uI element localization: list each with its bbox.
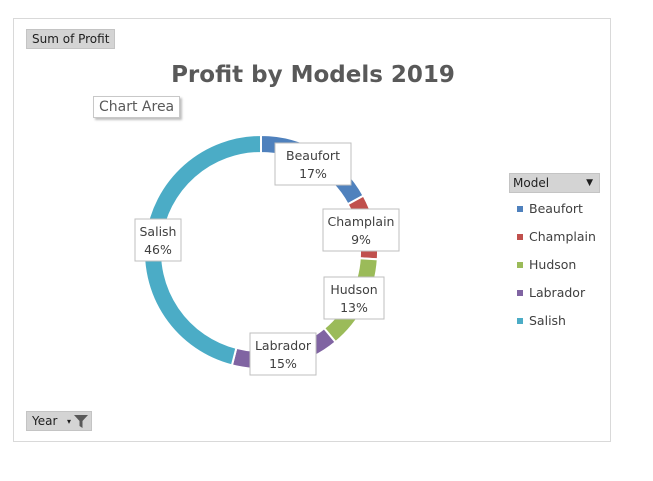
data-label-category: Labrador bbox=[255, 338, 312, 353]
legend-swatch bbox=[517, 261, 523, 268]
data-label-percent: 13% bbox=[340, 300, 368, 315]
legend-swatch bbox=[517, 205, 523, 212]
slice-salish[interactable] bbox=[143, 133, 262, 367]
model-field-label: Model bbox=[513, 176, 550, 190]
filter-funnel-icon[interactable] bbox=[74, 415, 88, 428]
data-label-category: Champlain bbox=[328, 214, 395, 229]
model-field-button[interactable]: Model ▼ bbox=[509, 173, 600, 193]
legend-item-hudson[interactable]: Hudson bbox=[517, 257, 576, 273]
year-field-label: Year bbox=[32, 414, 58, 428]
data-label-labrador[interactable]: Labrador 15% bbox=[249, 332, 317, 376]
legend-label: Champlain bbox=[529, 229, 596, 244]
legend-item-labrador[interactable]: Labrador bbox=[517, 285, 585, 301]
legend-label: Salish bbox=[529, 313, 566, 328]
legend-label: Hudson bbox=[529, 257, 577, 272]
legend-label: Labrador bbox=[529, 285, 586, 300]
year-filter-button[interactable]: Year ▾ bbox=[26, 411, 92, 431]
legend-item-salish[interactable]: Salish bbox=[517, 313, 566, 329]
legend-item-beaufort[interactable]: Beaufort bbox=[517, 201, 583, 217]
legend-item-champlain[interactable]: Champlain bbox=[517, 229, 596, 245]
legend-label: Beaufort bbox=[529, 201, 583, 216]
data-label-champlain[interactable]: Champlain 9% bbox=[322, 208, 400, 252]
data-label-percent: 17% bbox=[299, 166, 327, 181]
data-label-hudson[interactable]: Hudson 13% bbox=[323, 276, 385, 320]
chart-area-tooltip: Chart Area bbox=[93, 96, 181, 118]
sum-of-profit-field-button[interactable]: Sum of Profit bbox=[26, 29, 116, 49]
legend-swatch bbox=[517, 317, 523, 324]
data-label-beaufort[interactable]: Beaufort 17% bbox=[274, 142, 352, 186]
chevron-down-icon[interactable]: ▾ bbox=[67, 417, 72, 426]
chart-title[interactable]: Profit by Models 2019 bbox=[171, 62, 455, 88]
data-label-category: Salish bbox=[140, 224, 177, 239]
data-label-percent: 46% bbox=[144, 242, 172, 257]
legend-swatch bbox=[517, 289, 523, 296]
data-label-salish[interactable]: Salish 46% bbox=[134, 218, 182, 262]
data-label-percent: 9% bbox=[351, 232, 371, 247]
chevron-down-icon[interactable]: ▼ bbox=[586, 178, 593, 188]
data-label-category: Hudson bbox=[330, 282, 377, 297]
data-label-category: Beaufort bbox=[286, 148, 340, 163]
data-label-percent: 15% bbox=[269, 356, 297, 371]
legend-swatch bbox=[517, 233, 523, 240]
